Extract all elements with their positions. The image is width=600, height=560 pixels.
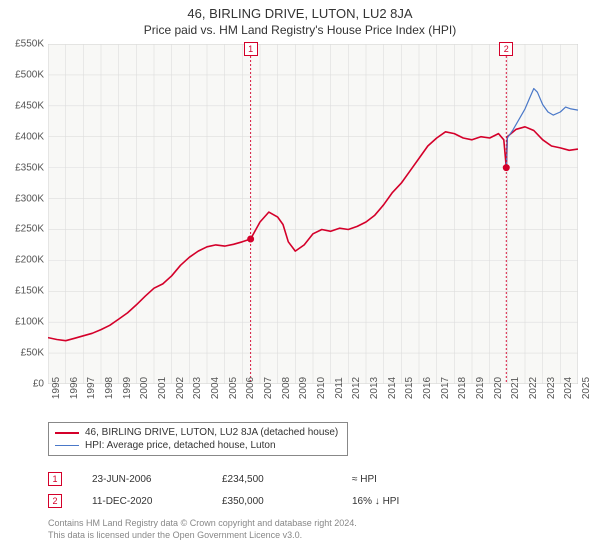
legend-label: 46, BIRLING DRIVE, LUTON, LU2 8JA (detac… [85,427,338,438]
x-axis-label: 2020 [493,377,504,399]
footer-line1: Contains HM Land Registry data © Crown c… [48,518,357,530]
x-axis-label: 2017 [440,377,451,399]
y-axis-label: £50K [4,348,44,359]
y-axis-label: £500K [4,69,44,80]
chart-marker-1: 1 [244,42,258,56]
x-axis-label: 1999 [122,377,133,399]
chart-container: 46, BIRLING DRIVE, LUTON, LU2 8JA Price … [0,0,600,560]
y-axis-label: £150K [4,286,44,297]
transaction-date: 23-JUN-2006 [92,474,222,485]
x-axis-label: 2000 [139,377,150,399]
footer-attribution: Contains HM Land Registry data © Crown c… [48,518,357,541]
y-axis-label: £100K [4,317,44,328]
x-axis-label: 2006 [245,377,256,399]
x-axis-label: 2011 [334,377,345,399]
x-axis-label: 2003 [192,377,203,399]
transaction-row: 2 11-DEC-2020£350,00016% ↓ HPI [48,490,482,512]
legend-item: 46, BIRLING DRIVE, LUTON, LU2 8JA (detac… [55,426,341,439]
x-axis-label: 2024 [563,377,574,399]
x-axis-label: 2015 [404,377,415,399]
y-axis-label: £0 [4,379,44,390]
x-axis-label: 1996 [69,377,80,399]
x-axis-label: 1998 [104,377,115,399]
transaction-price: £234,500 [222,474,352,485]
x-axis-label: 2010 [316,377,327,399]
x-axis-label: 2008 [281,377,292,399]
x-axis-label: 2018 [457,377,468,399]
x-axis-label: 2005 [228,377,239,399]
y-axis-label: £550K [4,39,44,50]
transaction-marker: 1 [48,472,62,486]
x-axis-label: 2025 [581,377,592,399]
x-axis-label: 2012 [351,377,362,399]
legend-swatch [55,432,79,434]
chart-marker-2: 2 [499,42,513,56]
y-axis-label: £350K [4,162,44,173]
x-axis-label: 2009 [298,377,309,399]
x-axis-label: 2014 [387,377,398,399]
transaction-date: 11-DEC-2020 [92,496,222,507]
x-axis-label: 2004 [210,377,221,399]
y-axis-label: £450K [4,100,44,111]
x-axis-label: 2023 [546,377,557,399]
x-axis-label: 2022 [528,377,539,399]
x-axis-label: 2007 [263,377,274,399]
legend-label: HPI: Average price, detached house, Luto… [85,440,276,451]
x-axis-label: 2021 [510,377,521,399]
transactions-table: 1 23-JUN-2006£234,500≈ HPI 2 11-DEC-2020£35… [48,468,482,512]
chart-plot-area: £0£50K£100K£150K£200K£250K£300K£350K£400… [48,44,578,384]
transaction-marker: 2 [48,494,62,508]
x-axis-label: 1995 [51,377,62,399]
legend-item: HPI: Average price, detached house, Luto… [55,439,341,452]
legend-swatch [55,445,79,446]
transaction-note: ≈ HPI [352,474,482,485]
y-axis-label: £200K [4,255,44,266]
transaction-price: £350,000 [222,496,352,507]
chart-svg [48,44,578,384]
x-axis-label: 2013 [369,377,380,399]
x-axis-label: 2002 [175,377,186,399]
transaction-note: 16% ↓ HPI [352,496,482,507]
x-axis-label: 2001 [157,377,168,399]
x-axis-label: 2016 [422,377,433,399]
chart-title: 46, BIRLING DRIVE, LUTON, LU2 8JA [0,0,600,21]
transaction-row: 1 23-JUN-2006£234,500≈ HPI [48,468,482,490]
y-axis-label: £250K [4,224,44,235]
legend: 46, BIRLING DRIVE, LUTON, LU2 8JA (detac… [48,422,348,456]
y-axis-label: £300K [4,193,44,204]
footer-line2: This data is licensed under the Open Gov… [48,530,357,542]
chart-subtitle: Price paid vs. HM Land Registry's House … [0,21,600,41]
x-axis-label: 2019 [475,377,486,399]
x-axis-label: 1997 [86,377,97,399]
y-axis-label: £400K [4,131,44,142]
